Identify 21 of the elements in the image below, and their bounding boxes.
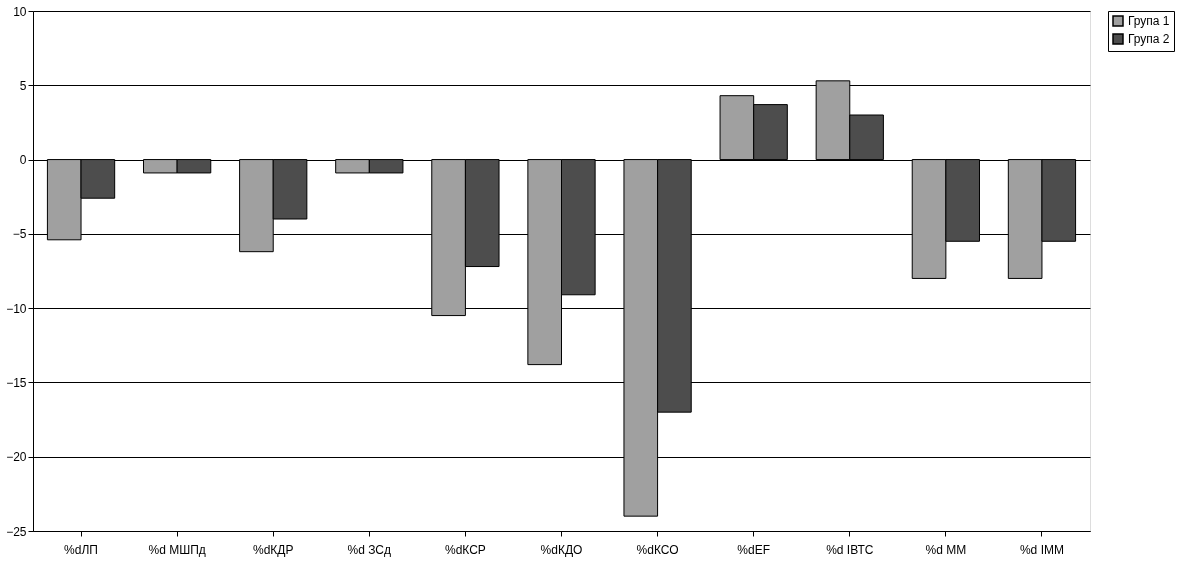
- x-tick-label: %dEF: [737, 542, 771, 557]
- y-tick-label: −15: [6, 375, 27, 390]
- x-tick-label: %d ІВТС: [826, 542, 874, 557]
- x-tick-label: %dКСР: [444, 542, 486, 557]
- legend-label: Група 2: [1128, 32, 1170, 46]
- y-tick-label: −20: [6, 450, 27, 465]
- x-tick-label: %d ММ: [925, 542, 967, 557]
- x-tick-label: %dЛП: [64, 542, 98, 557]
- x-tick-label: %d МШПд: [148, 542, 206, 557]
- x-tick-label: %dКСО: [636, 542, 679, 557]
- x-tick-label: %d ІММ: [1019, 542, 1064, 557]
- legend-label: Група 1: [1128, 14, 1170, 28]
- y-tick-label: −10: [6, 301, 27, 316]
- x-tick-label: %d ЗСд: [347, 542, 392, 557]
- y-tick-label: −25: [6, 524, 27, 539]
- y-tick-label: 10: [13, 4, 27, 19]
- x-tick-label: %dКДР: [252, 542, 294, 557]
- x-tick-label: %dКДО: [540, 542, 583, 557]
- y-tick-label: −5: [12, 227, 27, 242]
- y-tick-label: 0: [19, 153, 27, 168]
- y-tick-label: 5: [19, 78, 27, 93]
